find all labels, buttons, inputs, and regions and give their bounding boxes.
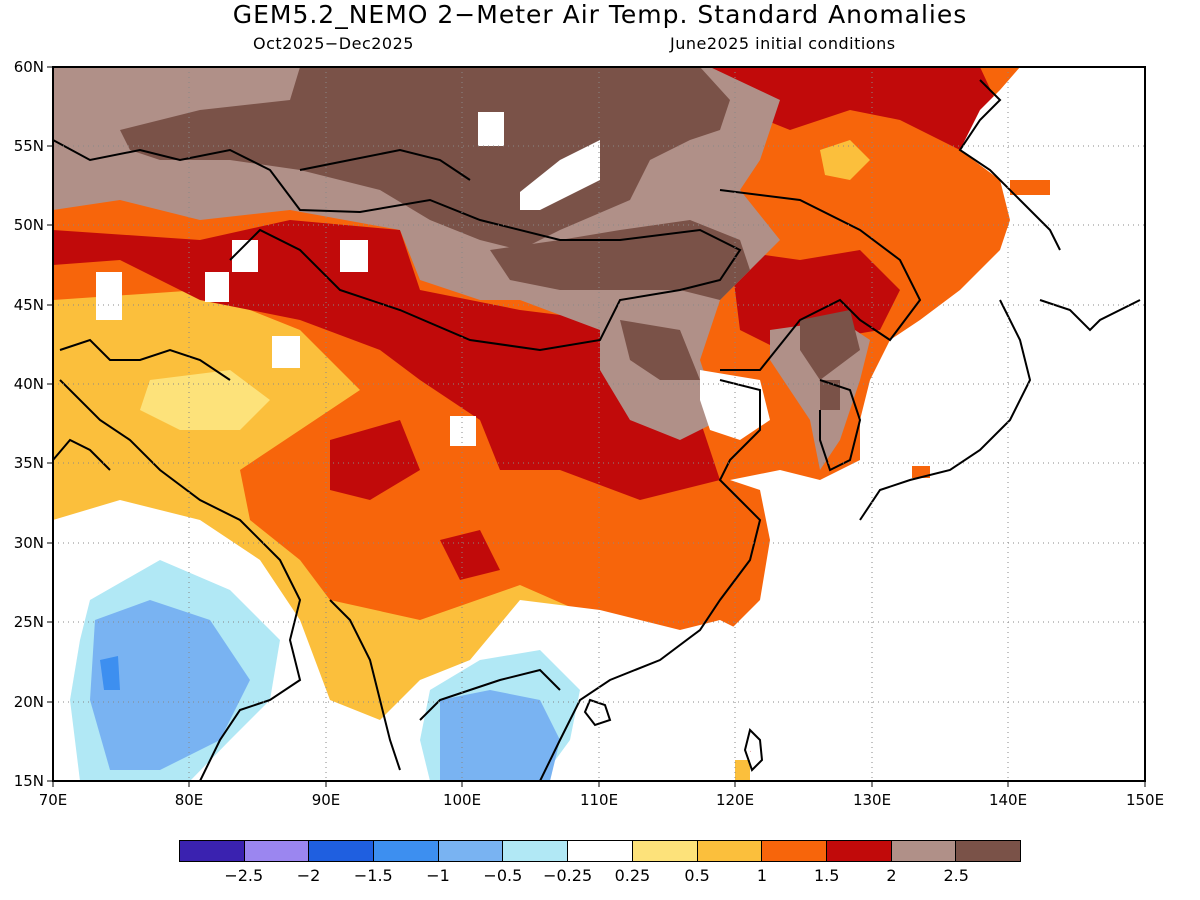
tick-marks: [47, 66, 1146, 787]
colorbar-swatch: [697, 841, 763, 861]
forecast-period: Oct2025−Dec2025: [253, 34, 414, 53]
lon-tick-label: 130E: [852, 791, 892, 809]
lat-tick-label: 50N: [13, 216, 44, 234]
colorbar-label: −1.5: [353, 866, 393, 885]
colorbar-swatch: [826, 841, 892, 861]
lon-tick-label: 110E: [579, 791, 619, 809]
colorbar-swatch: [762, 841, 827, 861]
lon-tick-label: 80E: [174, 791, 204, 809]
colorbar-swatch: [180, 841, 245, 861]
colorbar-label: −1: [426, 866, 450, 885]
coastlines: [53, 79, 1141, 781]
lon-tick-label: 90E: [311, 791, 341, 809]
colorbar-label: −0.25: [543, 866, 593, 885]
lat-tick-label: 60N: [13, 58, 44, 76]
colorbar-swatch: [891, 841, 957, 861]
lon-tick-label: 120E: [715, 791, 755, 809]
colorbar-swatch: [568, 841, 633, 861]
lon-tick-label: 70E: [38, 791, 68, 809]
colorbar-swatch: [309, 841, 375, 861]
lat-tick-label: 40N: [13, 375, 44, 393]
lat-tick-label: 15N: [13, 772, 44, 790]
colorbar-label: 1.5: [813, 866, 840, 885]
colorbar-label: 2: [886, 866, 897, 885]
map-title: GEM5.2_NEMO 2−Meter Air Temp. Standard A…: [232, 0, 968, 29]
colorbar-label: −2.5: [224, 866, 264, 885]
colorbar-swatch: [374, 841, 439, 861]
grid-lines: [53, 67, 1145, 781]
colorbar: [179, 840, 1021, 862]
lat-tick-label: 25N: [13, 613, 44, 631]
colorbar-label: 1: [756, 866, 768, 885]
lat-tick-label: 20N: [13, 693, 44, 711]
lat-tick-label: 55N: [13, 137, 44, 155]
lat-tick-label: 35N: [13, 454, 44, 472]
colorbar-swatch: [503, 841, 569, 861]
lat-tick-label: 45N: [13, 296, 44, 314]
lon-tick-label: 100E: [442, 791, 482, 809]
colorbar-label: −2: [296, 866, 321, 885]
colorbar-label: 0.5: [684, 866, 710, 885]
lon-tick-label: 140E: [988, 791, 1028, 809]
colorbar-swatch: [438, 841, 504, 861]
colorbar-swatch: [956, 841, 1020, 861]
colorbar-swatch: [632, 841, 698, 861]
anomaly-fill: [53, 67, 1145, 781]
lat-tick-label: 30N: [13, 534, 44, 552]
colorbar-label: 2.5: [943, 866, 969, 885]
colorbar-swatch: [244, 841, 310, 861]
colorbar-label: 0.25: [614, 866, 651, 885]
initial-conditions: June2025 initial conditions: [670, 34, 896, 53]
colorbar-label: −0.5: [483, 866, 523, 885]
lon-tick-label: 150E: [1125, 791, 1165, 809]
